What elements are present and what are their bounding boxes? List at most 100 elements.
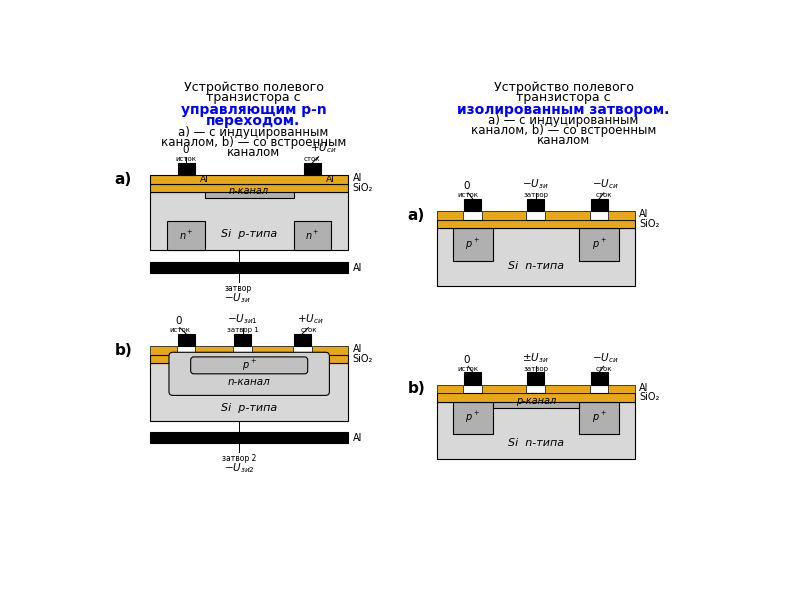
Text: сток: сток [300, 327, 317, 333]
Bar [294, 221, 331, 250]
Text: $-U_{си}$: $-U_{си}$ [592, 178, 618, 191]
Text: $-U_{си}$: $-U_{си}$ [592, 351, 618, 365]
Text: 0: 0 [463, 181, 470, 191]
Bar [453, 229, 493, 260]
Text: исток: исток [458, 365, 478, 371]
Text: каналом, b) — со встроенным: каналом, b) — со встроенным [470, 124, 656, 137]
Text: исток: исток [170, 327, 190, 333]
Text: Al: Al [353, 173, 362, 183]
Bar [609, 385, 634, 393]
Text: $p^+$: $p^+$ [466, 237, 480, 252]
Text: $-U_{зи2}$: $-U_{зи2}$ [224, 461, 254, 475]
Text: Устройство полевого: Устройство полевого [494, 81, 634, 94]
Text: Al: Al [639, 209, 649, 220]
Bar [609, 211, 634, 220]
Text: Al: Al [326, 175, 335, 184]
Bar [437, 385, 463, 393]
Text: Si  n-типа: Si n-типа [508, 438, 564, 448]
Text: Al: Al [639, 383, 649, 392]
Text: каналом: каналом [227, 146, 280, 159]
Bar [545, 211, 590, 220]
Text: $-U_{зи1}$: $-U_{зи1}$ [227, 312, 258, 326]
Text: Al: Al [353, 433, 362, 443]
Text: 0: 0 [182, 145, 190, 155]
Bar [150, 192, 348, 250]
Text: +$U_{си}$: +$U_{си}$ [297, 312, 323, 326]
Bar [304, 163, 321, 175]
Bar [150, 346, 177, 355]
FancyBboxPatch shape [169, 352, 330, 395]
Text: $n^+$: $n^+$ [305, 229, 320, 242]
Bar [464, 199, 482, 211]
Text: транзистора с: транзистора с [206, 91, 301, 104]
Bar [150, 262, 348, 273]
Text: $-U_{зи}$: $-U_{зи}$ [225, 292, 251, 305]
Text: p-канал: p-канал [516, 396, 556, 406]
Bar [252, 346, 293, 355]
Text: SiO₂: SiO₂ [353, 354, 373, 364]
Text: b): b) [407, 382, 425, 397]
Bar [437, 220, 634, 229]
Bar [178, 334, 194, 346]
Text: Al: Al [353, 344, 362, 354]
Text: исток: исток [458, 192, 478, 198]
Text: $p^+$: $p^+$ [466, 410, 480, 425]
Text: a): a) [114, 172, 132, 187]
Bar [437, 211, 463, 220]
Bar [150, 433, 348, 443]
Text: a) — с индуцированным: a) — с индуцированным [178, 126, 329, 139]
Text: $p^+$: $p^+$ [592, 410, 606, 425]
Text: затвор: затвор [523, 365, 548, 371]
Text: транзистора с: транзистора с [516, 91, 610, 104]
Bar [294, 334, 310, 346]
Bar [437, 401, 634, 460]
Text: b): b) [114, 343, 132, 358]
Bar [579, 229, 619, 260]
Bar [482, 385, 526, 393]
Bar [167, 221, 205, 250]
Bar [579, 401, 619, 434]
Text: каналом: каналом [537, 134, 590, 148]
Text: сток: сток [595, 365, 612, 371]
Text: управляющим p-n: управляющим p-n [181, 103, 326, 117]
Text: Si  p-типа: Si p-типа [221, 403, 278, 413]
Text: затвор: затвор [523, 192, 548, 198]
Bar [493, 393, 579, 409]
Text: Si  n-типа: Si n-типа [508, 261, 564, 271]
Text: a): a) [407, 208, 425, 223]
Text: исток: исток [175, 156, 197, 162]
Text: Al: Al [353, 263, 362, 272]
Bar [482, 211, 526, 220]
Text: $p^+$: $p^+$ [592, 237, 606, 252]
Text: $-U_{зи}$: $-U_{зи}$ [522, 178, 549, 191]
Bar [437, 229, 634, 286]
Text: сток: сток [595, 192, 612, 198]
Bar [195, 346, 234, 355]
Bar [437, 393, 634, 401]
Text: n-канал: n-канал [228, 377, 270, 388]
Text: Si  p-типа: Si p-типа [221, 229, 278, 239]
Text: переходом.: переходом. [206, 115, 301, 128]
Bar [311, 346, 348, 355]
Text: Устройство полевого: Устройство полевого [183, 81, 323, 94]
FancyBboxPatch shape [190, 357, 308, 374]
Text: $p^+$: $p^+$ [242, 358, 257, 373]
Text: SiO₂: SiO₂ [639, 392, 660, 403]
Bar [178, 163, 194, 175]
Text: изолированным затвором.: изолированным затвором. [458, 103, 670, 117]
Text: SiO₂: SiO₂ [353, 183, 373, 193]
Text: n-канал: n-канал [229, 185, 270, 196]
Bar [205, 184, 294, 197]
Bar [453, 401, 493, 434]
Bar [150, 363, 348, 421]
Text: сток: сток [304, 156, 321, 162]
Bar [590, 372, 608, 385]
Bar [150, 355, 348, 363]
Text: a) — с индуцированным: a) — с индуцированным [488, 115, 638, 127]
Bar [150, 184, 348, 192]
Text: $\pm U_{зи}$: $\pm U_{зи}$ [522, 351, 549, 365]
Text: 0: 0 [463, 355, 470, 365]
Text: Al: Al [200, 175, 209, 184]
Bar [527, 199, 544, 211]
Text: $n^+$: $n^+$ [178, 229, 194, 242]
